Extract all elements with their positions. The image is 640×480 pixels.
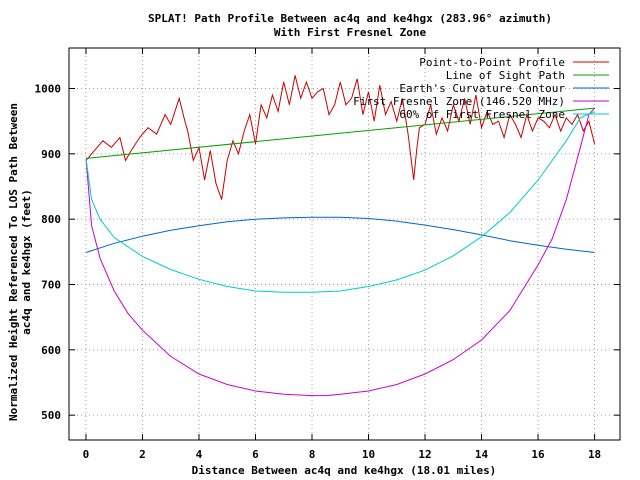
y-tick-label: 900 bbox=[41, 148, 61, 161]
x-tick-label: 4 bbox=[196, 448, 203, 461]
x-tick-label: 0 bbox=[83, 448, 90, 461]
x-tick-label: 10 bbox=[362, 448, 375, 461]
series-line-4 bbox=[85, 110, 595, 293]
chart-title-line1: SPLAT! Path Profile Between ac4q and ke4… bbox=[148, 12, 552, 25]
x-axis-label: Distance Between ac4q and ke4hgx (18.01 … bbox=[192, 464, 497, 477]
y-tick-label: 500 bbox=[41, 409, 61, 422]
x-axis-ticks: 0 2 4 6 8 10 12 14 16 18 bbox=[83, 48, 601, 461]
series-line-2 bbox=[85, 216, 595, 253]
series-line-0 bbox=[85, 75, 596, 200]
legend-label-1: Line of Sight Path bbox=[446, 69, 565, 82]
x-tick-label: 18 bbox=[588, 448, 601, 461]
x-tick-label: 2 bbox=[139, 448, 146, 461]
x-tick-label: 8 bbox=[309, 448, 316, 461]
chart-title-line2: With First Fresnel Zone bbox=[274, 26, 427, 39]
series-lines bbox=[85, 75, 596, 397]
y-axis-label-line1: Normalized Height Referenced To LOS Path… bbox=[7, 103, 20, 421]
plot-frame bbox=[68, 47, 621, 441]
legend-label-0: Point-to-Point Profile bbox=[419, 56, 565, 69]
y-axis-ticks: 500 600 700 800 900 1000 bbox=[35, 83, 620, 422]
y-tick-label: 800 bbox=[41, 213, 61, 226]
x-tick-label: 16 bbox=[531, 448, 545, 461]
legend-label-2: Earth's Curvature Contour bbox=[399, 82, 565, 95]
grid bbox=[69, 48, 620, 440]
series-line-1 bbox=[85, 107, 595, 159]
y-tick-label: 700 bbox=[41, 279, 61, 292]
legend-label-4: 60% of First Fresnel Zone bbox=[399, 108, 565, 121]
x-tick-label: 6 bbox=[252, 448, 259, 461]
x-tick-label: 14 bbox=[475, 448, 489, 461]
y-tick-label: 1000 bbox=[35, 83, 62, 96]
series-line-3 bbox=[85, 107, 595, 397]
y-tick-label: 600 bbox=[41, 344, 61, 357]
legend-label-3: First Fresnel Zone (146.520 MHz) bbox=[353, 95, 565, 108]
y-axis-label-line2: ac4q and ke4hgx (feet) bbox=[20, 189, 33, 335]
x-tick-label: 12 bbox=[418, 448, 431, 461]
